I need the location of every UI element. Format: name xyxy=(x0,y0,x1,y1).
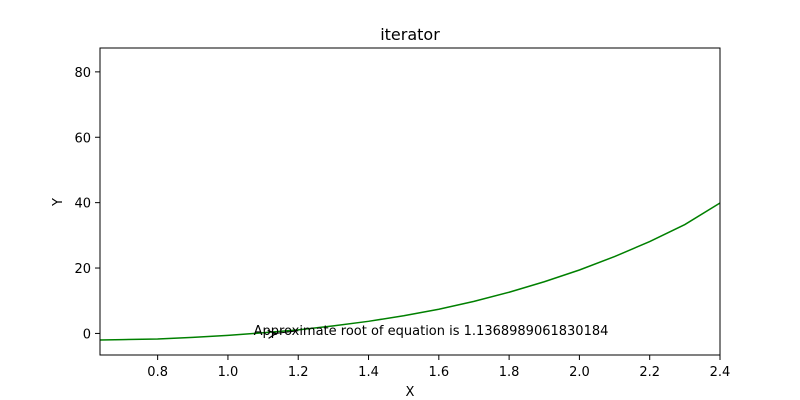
x-tick-label: 1.6 xyxy=(428,365,449,380)
annotation-arrow xyxy=(276,331,299,334)
x-tick-label: 0.8 xyxy=(147,365,168,380)
x-tick-label: 2.2 xyxy=(639,365,660,380)
x-tick-label: 1.0 xyxy=(218,365,239,380)
y-tick-label: 60 xyxy=(74,131,91,146)
chart-title: iterator xyxy=(380,25,440,44)
plot-layer: Approximate root of equation is 1.136898… xyxy=(74,47,731,380)
x-tick-label: 2.4 xyxy=(710,365,731,380)
x-tick-label: 1.2 xyxy=(288,365,309,380)
x-tick-label: 2.0 xyxy=(569,365,590,380)
x-tick-label: 1.8 xyxy=(499,365,520,380)
series-line-0 xyxy=(100,202,720,341)
annotation-text: Approximate root of equation is 1.136898… xyxy=(254,324,609,339)
y-axis-label: Y xyxy=(51,198,66,207)
x-axis-label: X xyxy=(406,385,415,400)
y-tick-label: 0 xyxy=(83,327,91,342)
plot-frame xyxy=(99,47,721,356)
y-tick-label: 40 xyxy=(74,197,91,212)
x-tick-label: 1.4 xyxy=(358,365,379,380)
y-tick-label: 20 xyxy=(74,262,91,277)
y-tick-label: 80 xyxy=(74,66,91,81)
